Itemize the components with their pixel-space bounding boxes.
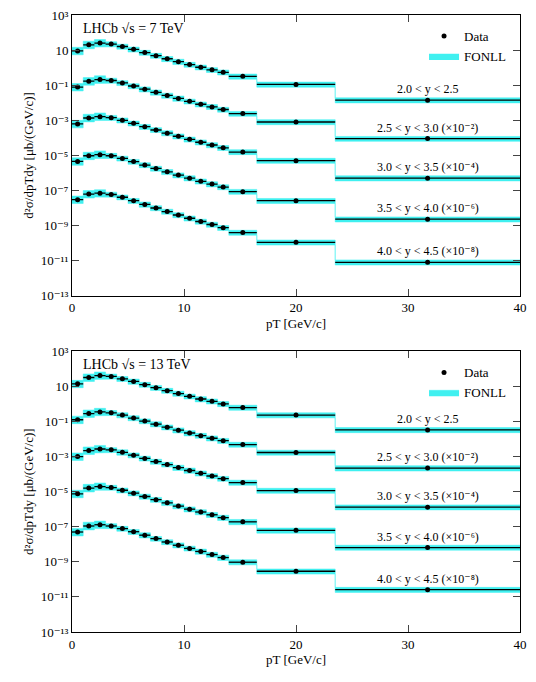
svg-text:10⁻¹¹: 10⁻¹¹ [41,589,69,604]
svg-text:10: 10 [55,43,68,58]
svg-text:0: 0 [69,300,76,315]
svg-text:FONLL: FONLL [464,385,506,400]
svg-text:10: 10 [178,637,191,652]
svg-text:40: 40 [514,637,527,652]
svg-text:10⁻¹³: 10⁻¹³ [41,625,69,640]
svg-text:10³: 10³ [51,344,68,359]
svg-text:20: 20 [290,637,303,652]
svg-text:0: 0 [69,637,76,652]
svg-text:10⁻³: 10⁻³ [45,449,69,464]
svg-text:d²σ/dpTdy [μb/(GeV/c)]: d²σ/dpTdy [μb/(GeV/c)] [21,428,36,555]
svg-text:10⁻⁹: 10⁻⁹ [44,554,69,569]
svg-text:40: 40 [514,300,527,315]
svg-text:3.5 < y < 4.0 (×10⁻⁶): 3.5 < y < 4.0 (×10⁻⁶) [377,201,479,215]
svg-text:pT [GeV/c]: pT [GeV/c] [266,316,326,331]
svg-text:10⁻⁵: 10⁻⁵ [44,148,68,163]
svg-text:LHCb √s = 7 TeV: LHCb √s = 7 TeV [83,21,184,36]
svg-text:2.0 < y < 2.5: 2.0 < y < 2.5 [397,82,459,96]
svg-text:10⁻¹¹: 10⁻¹¹ [41,253,69,268]
svg-text:10⁻⁷: 10⁻⁷ [44,183,68,198]
svg-text:10⁻³: 10⁻³ [45,113,69,128]
svg-text:3.0 < y < 3.5 (×10⁻⁴): 3.0 < y < 3.5 (×10⁻⁴) [377,160,479,174]
svg-text:30: 30 [402,637,415,652]
svg-text:FONLL: FONLL [464,49,506,64]
svg-text:10⁻⁷: 10⁻⁷ [44,519,68,534]
svg-text:pT [GeV/c]: pT [GeV/c] [266,652,326,667]
svg-text:Data: Data [464,29,489,44]
svg-text:4.0 < y < 4.5 (×10⁻⁸): 4.0 < y < 4.5 (×10⁻⁸) [377,244,479,258]
svg-text:3.0 < y < 3.5 (×10⁻⁴): 3.0 < y < 3.5 (×10⁻⁴) [377,489,479,503]
svg-text:10: 10 [178,300,191,315]
svg-text:30: 30 [402,300,415,315]
svg-text:10⁻¹³: 10⁻¹³ [41,288,69,303]
svg-text:Data: Data [464,365,489,380]
svg-text:10⁻¹: 10⁻¹ [45,78,69,93]
svg-text:10⁻⁹: 10⁻⁹ [44,218,69,233]
svg-text:LHCb √s = 13 TeV: LHCb √s = 13 TeV [83,357,191,372]
svg-text:2.5 < y < 3.0 (×10⁻²): 2.5 < y < 3.0 (×10⁻²) [377,121,478,135]
svg-text:4.0 < y < 4.5 (×10⁻⁸): 4.0 < y < 4.5 (×10⁻⁸) [377,572,479,586]
svg-text:d²σ/dpTdy [μb/(GeV/c)]: d²σ/dpTdy [μb/(GeV/c)] [21,92,36,219]
svg-text:10⁻⁵: 10⁻⁵ [44,484,68,499]
svg-text:2.5 < y < 3.0 (×10⁻²): 2.5 < y < 3.0 (×10⁻²) [377,450,478,464]
svg-text:10⁻¹: 10⁻¹ [45,414,69,429]
svg-text:10³: 10³ [51,8,68,23]
svg-text:20: 20 [290,300,303,315]
svg-text:10: 10 [55,379,68,394]
svg-text:3.5 < y < 4.0 (×10⁻⁶): 3.5 < y < 4.0 (×10⁻⁶) [377,530,479,544]
svg-text:2.0 < y < 2.5: 2.0 < y < 2.5 [397,412,459,426]
